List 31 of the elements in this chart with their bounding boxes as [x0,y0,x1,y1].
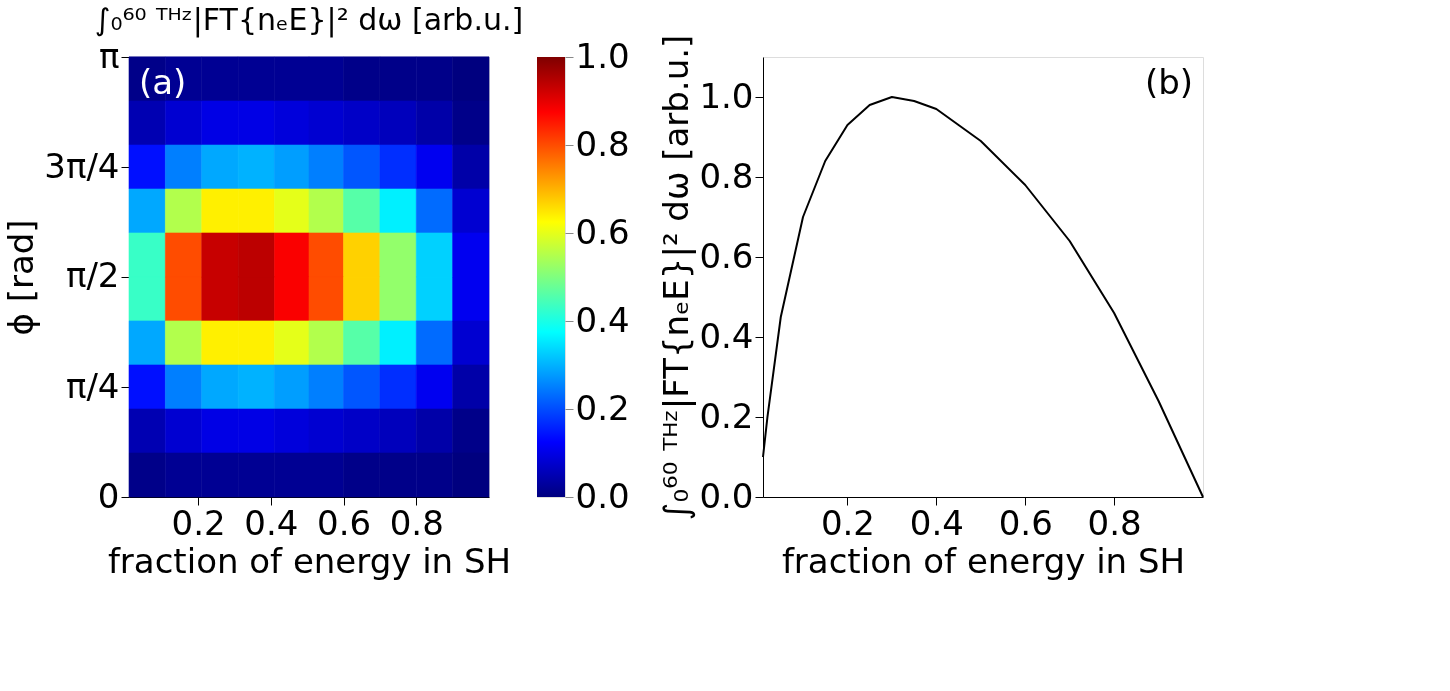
x-tick-label: 0.4 [909,502,964,543]
chart-title: ∫₀⁶⁰ ᵀᴴᶻ|FT{nₑE}|² dω [arb.u.] [94,2,524,38]
color-bar-label: 0.0 [575,475,630,516]
y-tick-label: 0.8 [699,155,754,196]
x-tick-label: 0.8 [1087,502,1142,543]
x-tick-label: 0.2 [171,502,226,543]
x-axis-title: fraction of energy in SH [107,540,512,581]
annotation: (a) [139,62,187,102]
y-tick-label: 3π/4 [44,145,120,186]
y-tick-label: π/2 [65,255,120,296]
x-axis-title: fraction of energy in SH [781,540,1186,581]
x-tick-label: 0.4 [244,502,299,543]
annotation: (b) [1144,62,1193,102]
y-tick-label: 0.6 [699,235,754,276]
y-tick-label: 0 [97,475,120,516]
color-bar-label: 0.6 [575,211,630,252]
color-bar-label: 0.2 [575,387,630,428]
x-tick-label: 0.2 [820,502,875,543]
y-tick-label: 0.0 [699,475,754,516]
color-bar-label: 0.4 [575,299,630,340]
x-tick-label: 0.6 [317,502,372,543]
y-tick-label: 0.2 [699,395,754,436]
y-tick-label: 0.4 [699,315,754,356]
y-axis-title: ϕ [rad] [1,219,42,336]
x-tick-label: 0.8 [389,502,444,543]
y-tick-label: π/4 [65,365,120,406]
color-bar-label: 0.8 [575,123,630,164]
y-axis-title: ∫₀⁶⁰ ᵀᴴᶻ|FT{nₑE}|² dω [arb.u.] [656,34,697,521]
y-tick-label: 1.0 [699,75,754,116]
color-bar-label: 1.0 [575,35,630,76]
x-tick-label: 0.6 [998,502,1053,543]
